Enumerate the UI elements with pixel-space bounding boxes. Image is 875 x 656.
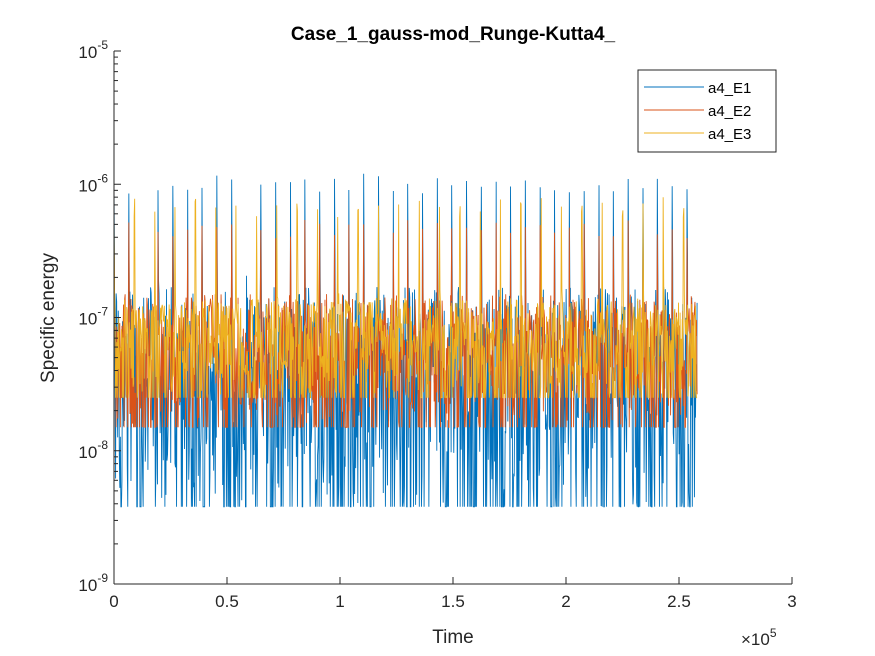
x-tick-label: 3 (787, 592, 796, 611)
x-tick-label: 0 (109, 592, 118, 611)
y-tick-label: 10-5 (78, 38, 108, 62)
series-layer (113, 173, 698, 508)
y-tick-label: 10-7 (78, 305, 108, 329)
x-multiplier-base: ×10 (741, 630, 770, 649)
legend-label-a4_E2: a4_E2 (708, 103, 751, 120)
series-line-a4_E3 (113, 197, 698, 399)
legend-box (637, 69, 777, 153)
y-tick-label: 10-8 (78, 438, 108, 462)
y-tick-label: 10-6 (78, 171, 108, 195)
x-tick-label: 0.5 (215, 592, 239, 611)
legend-label-a4_E3: a4_E3 (708, 126, 751, 143)
x-multiplier-exp: 5 (770, 626, 777, 640)
x-multiplier: ×105 (741, 626, 777, 649)
x-tick-label: 1 (335, 592, 344, 611)
x-tick-label: 2 (561, 592, 570, 611)
chart-title: Case_1_gauss-mod_Runge-Kutta4_ (291, 24, 616, 45)
x-tick-label: 1.5 (441, 592, 465, 611)
legend: a4_E1 a4_E2 a4_E3 (637, 69, 777, 153)
svg-text:×105: ×105 (741, 626, 777, 649)
x-axis-label: Time (432, 627, 474, 648)
y-axis-label: Specific energy (38, 253, 59, 383)
legend-label-a4_E1: a4_E1 (708, 80, 751, 97)
axes: 0 0.5 1 1.5 2 2.5 3 10-9 10-8 10-7 10-6 10-5 (78, 38, 796, 611)
x-tick-label: 2.5 (667, 592, 691, 611)
y-tick-label: 10-9 (78, 571, 108, 595)
